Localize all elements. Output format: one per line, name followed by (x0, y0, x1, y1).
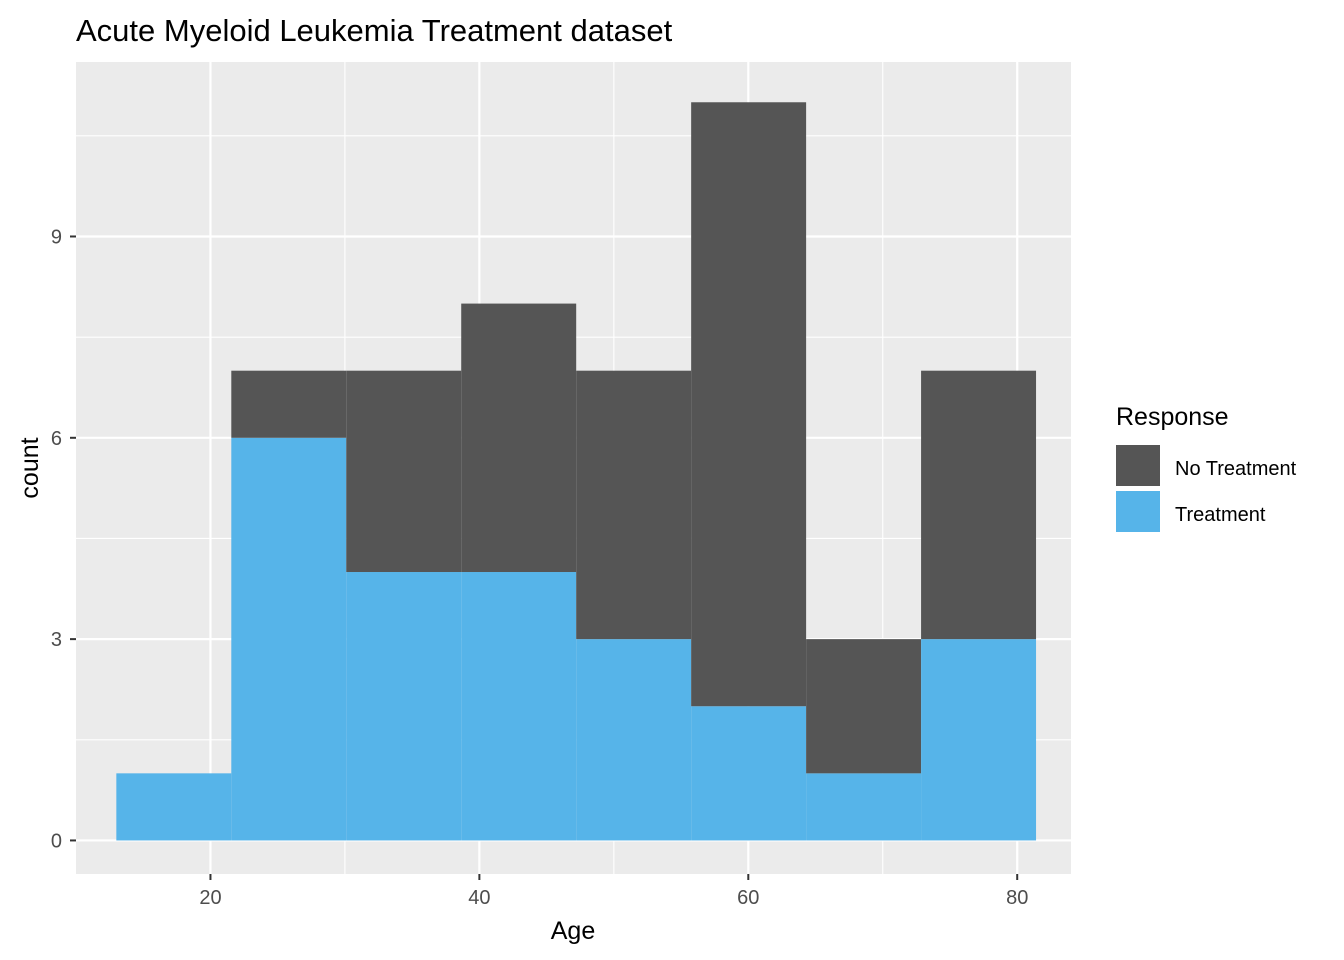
legend-key-treatment (1116, 491, 1160, 532)
bar-treatment (346, 572, 462, 841)
bar-no-treatment (921, 370, 1037, 640)
bar-no-treatment (576, 370, 692, 640)
bar-treatment (461, 572, 577, 841)
chart-title: Acute Myeloid Leukemia Treatment dataset (76, 13, 673, 48)
y-axis: 0 3 6 9 (51, 226, 76, 852)
bar-treatment (116, 773, 232, 841)
bar-treatment (921, 639, 1037, 841)
bar-no-treatment (806, 639, 922, 774)
y-tick-label: 3 (51, 629, 62, 651)
x-axis: 20 40 60 80 (199, 874, 1028, 909)
bar-treatment (806, 773, 922, 841)
bar-treatment (576, 639, 692, 841)
legend-key-no-treatment (1116, 445, 1160, 486)
x-tick-label: 40 (468, 887, 490, 909)
bar-no-treatment (461, 303, 577, 573)
y-axis-title: count (16, 437, 44, 498)
x-tick-label: 60 (737, 887, 759, 909)
bar-treatment (691, 706, 807, 841)
y-tick-label: 6 (51, 428, 62, 450)
legend-title: Response (1116, 403, 1229, 431)
legend: Response No Treatment Treatment (1116, 403, 1297, 532)
x-tick-label: 80 (1006, 887, 1028, 909)
bar-treatment (231, 437, 347, 841)
x-tick-label: 20 (199, 887, 221, 909)
legend-label-treatment: Treatment (1175, 504, 1266, 526)
y-tick-label: 0 (51, 830, 62, 852)
y-tick-label: 9 (51, 226, 62, 248)
bar-no-treatment (691, 102, 807, 707)
histogram-bars (116, 102, 1037, 841)
bar-no-treatment (231, 370, 347, 438)
x-axis-title: Age (551, 917, 595, 945)
bar-no-treatment (346, 370, 462, 573)
legend-label-no-treatment: No Treatment (1175, 458, 1297, 480)
